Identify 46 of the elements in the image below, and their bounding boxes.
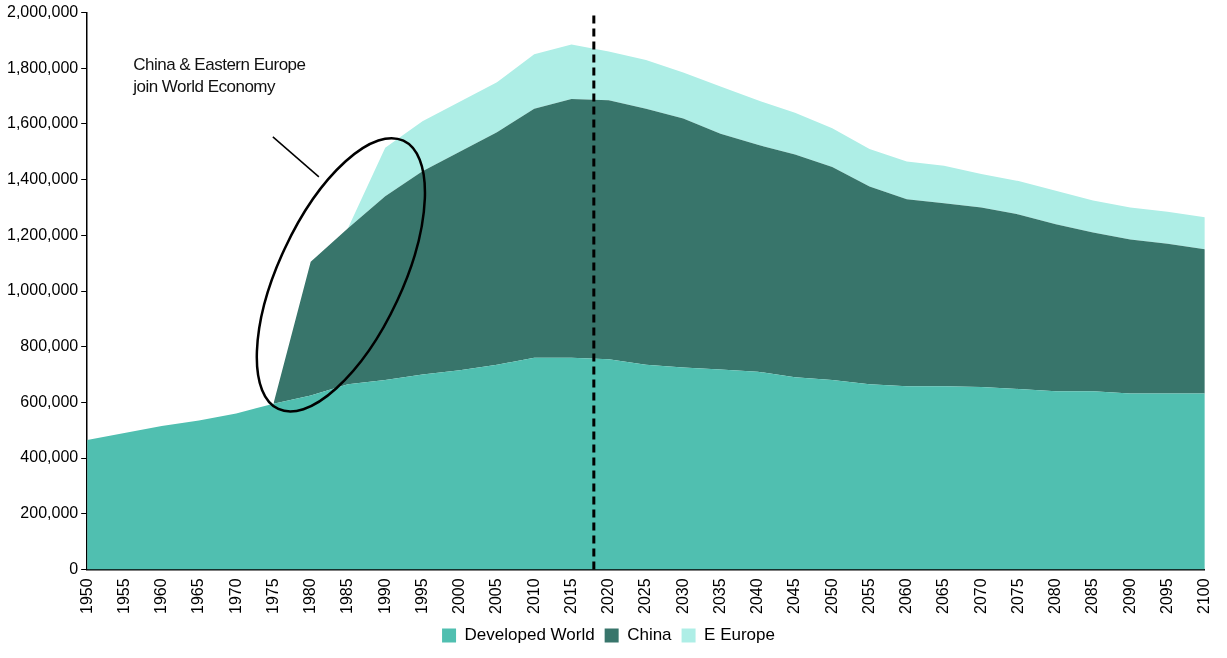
- y-tick-label: 0: [69, 559, 79, 577]
- x-tick-label: 1950: [77, 578, 95, 614]
- x-tick-label: 2005: [487, 578, 505, 614]
- x-tick-label: 2075: [1008, 578, 1026, 614]
- y-tick-label: 1,400,000: [6, 170, 79, 188]
- legend-label: Developed World: [464, 625, 595, 645]
- x-tick-label: 2095: [1157, 578, 1175, 614]
- x-tick-label: 1990: [375, 578, 393, 614]
- x-tick-label: 2010: [524, 578, 542, 614]
- x-tick-label: 1985: [338, 578, 356, 614]
- x-tick-label: 2030: [673, 578, 691, 614]
- x-tick-label: 2070: [971, 578, 989, 614]
- y-tick-label: 1,600,000: [6, 114, 79, 132]
- x-tick-label: 2080: [1046, 578, 1064, 614]
- x-tick-label: 1960: [152, 578, 170, 614]
- x-tick-label: 2050: [822, 578, 840, 614]
- x-tick-label: 1970: [226, 578, 244, 614]
- x-tick-label: 2100: [1195, 578, 1213, 614]
- y-tick-label: 1,800,000: [6, 58, 79, 76]
- y-tick-label: 200,000: [20, 504, 79, 522]
- x-tick-label: 2020: [599, 578, 617, 614]
- annotation: China & Eastern Europe join World Economy: [133, 53, 306, 98]
- x-tick-label: 2035: [710, 578, 728, 614]
- x-tick-label: 2090: [1120, 578, 1138, 614]
- x-tick-label: 2060: [897, 578, 915, 614]
- x-tick-label: 2085: [1083, 578, 1101, 614]
- x-tick-label: 2025: [636, 578, 654, 614]
- x-tick-label: 2015: [561, 578, 579, 614]
- x-tick-label: 2045: [785, 578, 803, 614]
- y-tick-label: 600,000: [20, 392, 79, 410]
- x-tick-label: 1965: [189, 578, 207, 614]
- x-tick-label: 1980: [301, 578, 319, 614]
- y-tick-label: 2,000,000: [6, 3, 79, 21]
- x-tick-label: 2040: [748, 578, 766, 614]
- y-tick-label: 400,000: [20, 448, 79, 466]
- x-tick-label: 1995: [412, 578, 430, 614]
- y-tick-label: 1,200,000: [6, 225, 79, 243]
- legend-label: E Europe: [704, 625, 775, 645]
- x-tick-label: 1955: [114, 578, 132, 614]
- legend-label: China: [627, 625, 673, 645]
- x-tick-label: 1975: [263, 578, 281, 614]
- x-tick-label: 2065: [934, 578, 952, 614]
- y-tick-label: 800,000: [20, 337, 79, 355]
- y-tick-label: 1,000,000: [6, 281, 79, 299]
- x-tick-label: 2055: [859, 578, 877, 614]
- x-tick-label: 2000: [450, 578, 468, 614]
